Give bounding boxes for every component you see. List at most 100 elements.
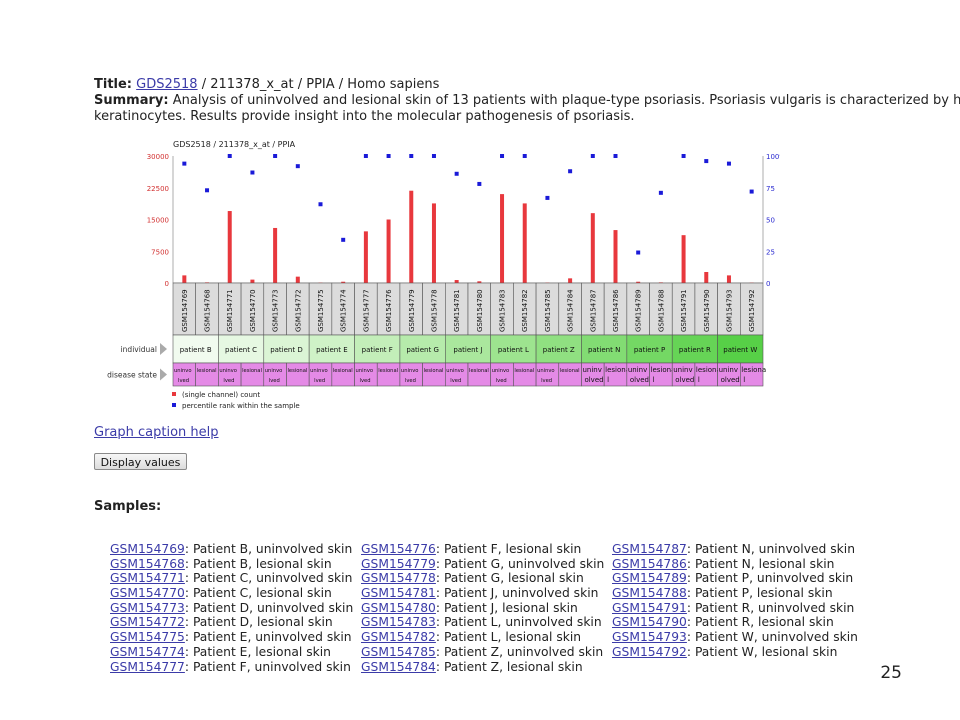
disease-state-label: disease state: [107, 371, 157, 380]
sample-id-label: GSM154769: [181, 289, 189, 332]
disease-cell-label: lved: [450, 378, 461, 384]
disease-cell-label: lved: [269, 378, 280, 384]
point-percentile: [341, 237, 346, 242]
left-tick-label: 15000: [147, 217, 169, 225]
sample-id-label: GSM154792: [748, 289, 756, 332]
sample-link[interactable]: GSM154770: [110, 586, 185, 601]
sample-description: : Patient N, uninvolved skin: [686, 542, 855, 556]
sample-id-label: GSM154782: [521, 289, 529, 332]
individual-cell-label: patient G: [406, 346, 439, 354]
sample-row: GSM154793: Patient W, uninvolved skin: [612, 630, 858, 645]
disease-cell-label: uninvo: [537, 368, 555, 374]
sample-link[interactable]: GSM154784: [361, 659, 436, 674]
sample-link[interactable]: GSM154783: [361, 615, 436, 630]
sample-link[interactable]: GSM154782: [361, 630, 436, 645]
sample-row: GSM154785: Patient Z, uninvolved skin: [361, 645, 604, 660]
disease-cell-label: lesional: [197, 368, 217, 374]
sample-link[interactable]: GSM154772: [110, 615, 185, 630]
disease-cell-label: uninv: [628, 366, 647, 374]
sample-link[interactable]: GSM154792: [612, 644, 687, 659]
disease-cell-label: lved: [178, 378, 189, 384]
individual-cell-label: patient F: [362, 346, 393, 354]
disease-cell-label: lesional: [242, 368, 262, 374]
sample-link[interactable]: GSM154787: [612, 542, 687, 556]
individual-cell-label: patient L: [498, 346, 529, 354]
sample-link[interactable]: GSM154768: [110, 556, 185, 571]
disease-cell-label: olved: [630, 376, 649, 384]
sample-description: : Patient G, lesional skin: [435, 571, 584, 586]
sample-link[interactable]: GSM154793: [612, 630, 687, 645]
gds-link[interactable]: GDS2518: [136, 77, 198, 92]
sample-description: : Patient G, uninvolved skin: [435, 556, 605, 571]
disease-cell-label: l: [743, 376, 745, 384]
sample-description: : Patient R, uninvolved skin: [686, 600, 855, 615]
sample-description: : Patient F, lesional skin: [435, 542, 582, 556]
disease-cell-label: l: [653, 376, 655, 384]
sample-link[interactable]: GSM154775: [110, 630, 185, 645]
bar-count: [590, 213, 595, 283]
disease-cell: [740, 362, 764, 387]
sample-link[interactable]: GSM154769: [110, 542, 185, 556]
sample-link[interactable]: GSM154773: [110, 600, 185, 615]
point-percentile: [273, 154, 278, 158]
sample-description: : Patient B, lesional skin: [184, 556, 332, 571]
sample-description: : Patient R, lesional skin: [686, 615, 834, 630]
bar-count: [681, 235, 686, 283]
sample-link[interactable]: GSM154791: [612, 600, 687, 615]
individual-cell: [671, 334, 718, 364]
sample-link[interactable]: GSM154781: [361, 586, 436, 601]
disease-cell-label: lved: [223, 378, 234, 384]
disease-cell-label: lesiona: [741, 366, 766, 374]
individual-cell-label: patient B: [180, 346, 212, 354]
individual-cell: [218, 334, 265, 364]
sample-row: GSM154786: Patient N, lesional skin: [612, 557, 858, 572]
disease-cell-label: uninvo: [356, 368, 374, 374]
sample-link[interactable]: GSM154790: [612, 615, 687, 630]
samples-column: GSM154787: Patient N, uninvolved skin GSM…: [612, 542, 858, 660]
point-percentile: [205, 188, 210, 193]
sample-link[interactable]: GSM154778: [361, 571, 436, 586]
sample-id-label: GSM154768: [204, 289, 212, 332]
individual-cell: [263, 334, 310, 364]
sample-row: GSM154788: Patient P, lesional skin: [612, 586, 858, 601]
sample-link[interactable]: GSM154786: [612, 556, 687, 571]
sample-link[interactable]: GSM154788: [612, 586, 687, 601]
bar-count: [205, 282, 210, 283]
bar-count: [431, 203, 436, 283]
sample-description: : Patient J, uninvolved skin: [435, 586, 599, 601]
right-tick-label: 0: [766, 280, 770, 288]
sample-link[interactable]: GSM154780: [361, 600, 436, 615]
expression-chart: GDS2518 / 211378_x_at / PPIA 30000 22500 15…: [107, 140, 780, 410]
sample-link[interactable]: GSM154789: [612, 571, 687, 586]
individual-cell: [717, 334, 764, 364]
bar-count: [363, 231, 368, 283]
sample-link[interactable]: GSM154779: [361, 556, 436, 571]
sample-link[interactable]: GSM154777: [110, 659, 185, 674]
disease-cell: [376, 362, 401, 387]
point-percentile: [726, 161, 731, 166]
point-percentile: [568, 169, 573, 174]
right-tick-label: 100%: [766, 153, 780, 161]
sample-id-label: GSM154774: [340, 289, 348, 332]
graph-caption-help-link[interactable]: Graph caption help: [94, 425, 219, 440]
sample-id-label: GSM154793: [725, 289, 733, 332]
disease-cell-label: lesional: [469, 368, 489, 374]
sample-link[interactable]: GSM154771: [110, 571, 185, 586]
sample-id-label: GSM154781: [453, 289, 461, 332]
disease-cell: [286, 362, 310, 387]
sample-id-label: GSM154785: [544, 289, 552, 332]
sample-row: GSM154783: Patient L, uninvolved skin: [361, 615, 604, 630]
disease-cell-label: lesiona: [651, 366, 676, 374]
sample-description: : Patient L, lesional skin: [435, 630, 582, 645]
sample-link[interactable]: GSM154774: [110, 644, 185, 659]
point-percentile: [454, 171, 459, 176]
sample-link[interactable]: GSM154785: [361, 644, 436, 659]
legend-percentile-label: percentile rank within the sample: [182, 402, 300, 410]
legend-swatch-count: [172, 392, 176, 396]
sample-link[interactable]: GSM154776: [361, 542, 436, 556]
sample-row: GSM154779: Patient G, uninvolved skin: [361, 557, 604, 572]
disease-cell-label: uninvo: [265, 368, 283, 374]
bar-count: [341, 281, 346, 283]
sample-description: : Patient C, uninvolved skin: [184, 571, 353, 586]
display-values-button[interactable]: Display values: [94, 453, 187, 470]
